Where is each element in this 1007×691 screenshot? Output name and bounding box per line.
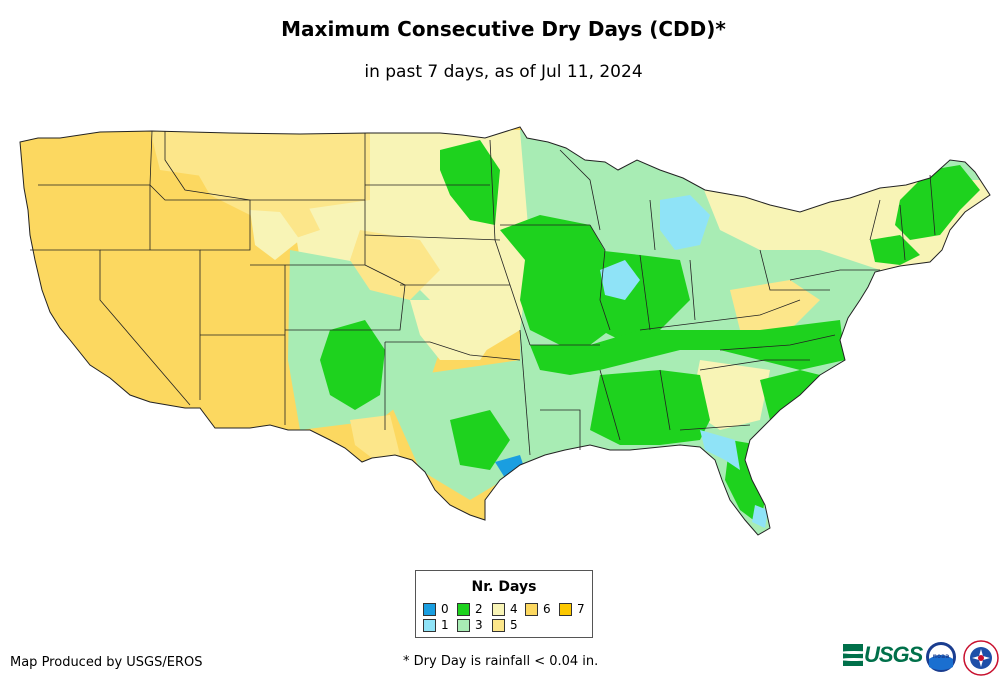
map-subtitle: in past 7 days, as of Jul 11, 2024: [364, 62, 643, 82]
legend-label-7: 7: [577, 602, 585, 616]
legend-label-1: 1: [441, 618, 449, 632]
legend-swatch-7: [559, 603, 572, 616]
legend-label-3: 3: [475, 618, 483, 632]
legend-title: Nr. Days: [471, 579, 537, 595]
legend-label-4: 4: [510, 602, 518, 616]
legend-swatch-2: [457, 603, 470, 616]
legend-swatch-3: [457, 619, 470, 632]
legend-label-0: 0: [441, 602, 449, 616]
legend-label-2: 2: [475, 602, 483, 616]
usgs-wave-icon: [843, 644, 863, 666]
dry-day-note: * Dry Day is rainfall < 0.04 in.: [403, 654, 599, 669]
legend-swatch-4: [492, 603, 505, 616]
legend-swatch-6: [525, 603, 538, 616]
credit-text: Map Produced by USGS/EROS: [10, 655, 203, 670]
legend-swatch-5: [492, 619, 505, 632]
noaa-logo: noaa: [926, 642, 956, 672]
noaa-logo-text: noaa: [933, 653, 950, 660]
cdd-map: [19, 126, 991, 536]
legend-swatch-1: [423, 619, 436, 632]
legend-label-6: 6: [543, 602, 551, 616]
legend: Nr. Days 0 2 4 6 7 1 3 5: [415, 570, 593, 638]
legend-label-5: 5: [510, 618, 518, 632]
map-title: Maximum Consecutive Dry Days (CDD)*: [281, 17, 726, 41]
legend-swatch-0: [423, 603, 436, 616]
usgs-logo-text: USGS: [864, 642, 923, 667]
nws-logo: [963, 640, 999, 676]
usgs-logo: USGS: [843, 642, 923, 668]
